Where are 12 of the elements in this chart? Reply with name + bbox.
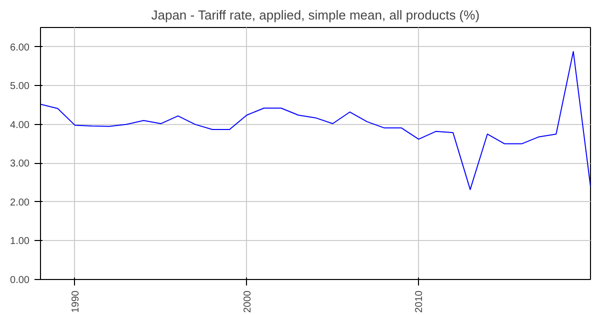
- y-tick-label: 1.00: [10, 236, 30, 248]
- y-tick-label: 6.00: [10, 42, 30, 54]
- y-tick-label: 4.00: [10, 120, 30, 131]
- y-tick-label: 2.00: [10, 197, 30, 208]
- x-tick-label: 2000: [242, 290, 254, 313]
- y-tick-label: 3.00: [10, 158, 30, 170]
- chart-title: Japan - Tariff rate, applied, simple mean, all products (%): [151, 8, 480, 22]
- x-tick-label: 2010: [414, 290, 426, 313]
- y-tick-label: 5.00: [10, 81, 30, 92]
- y-tick-label: 0.00: [10, 275, 30, 286]
- x-tick-label: 1990: [70, 290, 82, 313]
- line-series: [40, 51, 590, 190]
